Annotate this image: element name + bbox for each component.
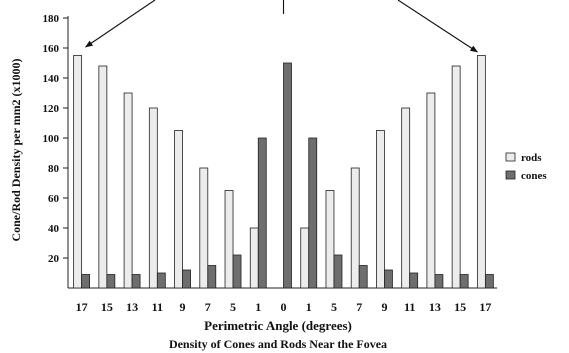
- bar-cones: [434, 274, 444, 289]
- x-tick-label: 5: [230, 300, 236, 314]
- bar-cones: [308, 137, 318, 289]
- x-tick-label: 1: [306, 300, 312, 314]
- annotation-arrow-left: [84, 0, 156, 48]
- bar-cones: [207, 265, 217, 289]
- x-tick-label: 15: [101, 300, 113, 314]
- y-tick-label: 120: [43, 103, 60, 115]
- x-axis-ticks: 17 15 13 11 9 7 5 1 0 1 5 7 9 11 13 15 17: [76, 300, 492, 314]
- x-tick-label: 1: [255, 300, 261, 314]
- legend-swatch-rods: [505, 152, 516, 162]
- bar-cones: [384, 269, 393, 289]
- x-tick-label: 7: [205, 300, 211, 314]
- x-tick-label: 17: [479, 300, 491, 314]
- x-tick-label: 13: [429, 300, 441, 314]
- x-tick-label: 13: [126, 300, 138, 314]
- x-tick-label: 9: [381, 300, 387, 314]
- x-tick-label: 11: [152, 300, 163, 314]
- y-tick-label: 140: [43, 73, 60, 85]
- bar-rods: [426, 92, 436, 289]
- bar-rods: [199, 167, 209, 289]
- bar-rods: [98, 65, 108, 289]
- x-tick-label: 15: [454, 300, 466, 314]
- y-tick-label: 100: [43, 133, 60, 145]
- bar-rods: [451, 65, 461, 289]
- bar-rods: [476, 55, 486, 289]
- bar-rods: [300, 227, 310, 289]
- bar-rods: [148, 107, 158, 289]
- y-tick-label: 20: [48, 253, 60, 265]
- bar-cones: [459, 274, 469, 289]
- bar-cones: [232, 254, 242, 289]
- bars: [73, 55, 494, 289]
- legend: rods cones: [505, 152, 547, 182]
- bar-cones: [156, 272, 166, 289]
- bar-cones: [333, 254, 343, 289]
- legend-label-cones: cones: [521, 170, 547, 182]
- bar-cones: [106, 274, 116, 289]
- y-tick-label: 60: [48, 193, 60, 205]
- y-axis-ticks: 20 40 60 80 100 120 140 160 180: [43, 13, 68, 265]
- bar-cones: [131, 274, 141, 289]
- annotation-arrow-right: [397, 0, 479, 53]
- bar-rods: [123, 92, 133, 289]
- x-tick-label: 5: [331, 300, 337, 314]
- y-tick-label: 80: [48, 163, 60, 175]
- bar-rods: [401, 107, 411, 289]
- x-tick-label: 0: [281, 300, 287, 314]
- bar-cones: [409, 272, 419, 289]
- chart-title: Density of Cones and Rods Near the Fovea: [169, 337, 387, 351]
- x-tick-label: 9: [180, 300, 186, 314]
- bar-cones: [283, 62, 292, 289]
- bar-cones: [182, 269, 191, 289]
- x-tick-label: 7: [356, 300, 362, 314]
- annotation-arrows: [84, 0, 479, 53]
- y-tick-label: 40: [48, 223, 60, 235]
- bar-rods: [325, 190, 335, 289]
- legend-swatch-cones: [505, 170, 516, 180]
- x-tick-label: 17: [76, 300, 88, 314]
- bar-rods: [350, 167, 360, 289]
- bar-cones: [358, 265, 368, 289]
- y-tick-label: 160: [43, 43, 60, 55]
- legend-label-rods: rods: [521, 152, 542, 164]
- bar-rods: [73, 55, 83, 289]
- bar-rods: [249, 227, 259, 289]
- x-tick-label: 11: [404, 300, 415, 314]
- y-tick-label: 180: [43, 13, 60, 25]
- bar-rods: [174, 130, 183, 289]
- bar-cones: [484, 274, 494, 289]
- bar-rods: [224, 190, 234, 289]
- y-axis-label: Cone/Rod Density per mm2 (x1000): [9, 58, 23, 241]
- x-axis-label: Perimetric Angle (degrees): [204, 318, 352, 333]
- bar-cones: [81, 274, 91, 289]
- bar-cones: [257, 137, 267, 289]
- bar-rods: [376, 130, 385, 289]
